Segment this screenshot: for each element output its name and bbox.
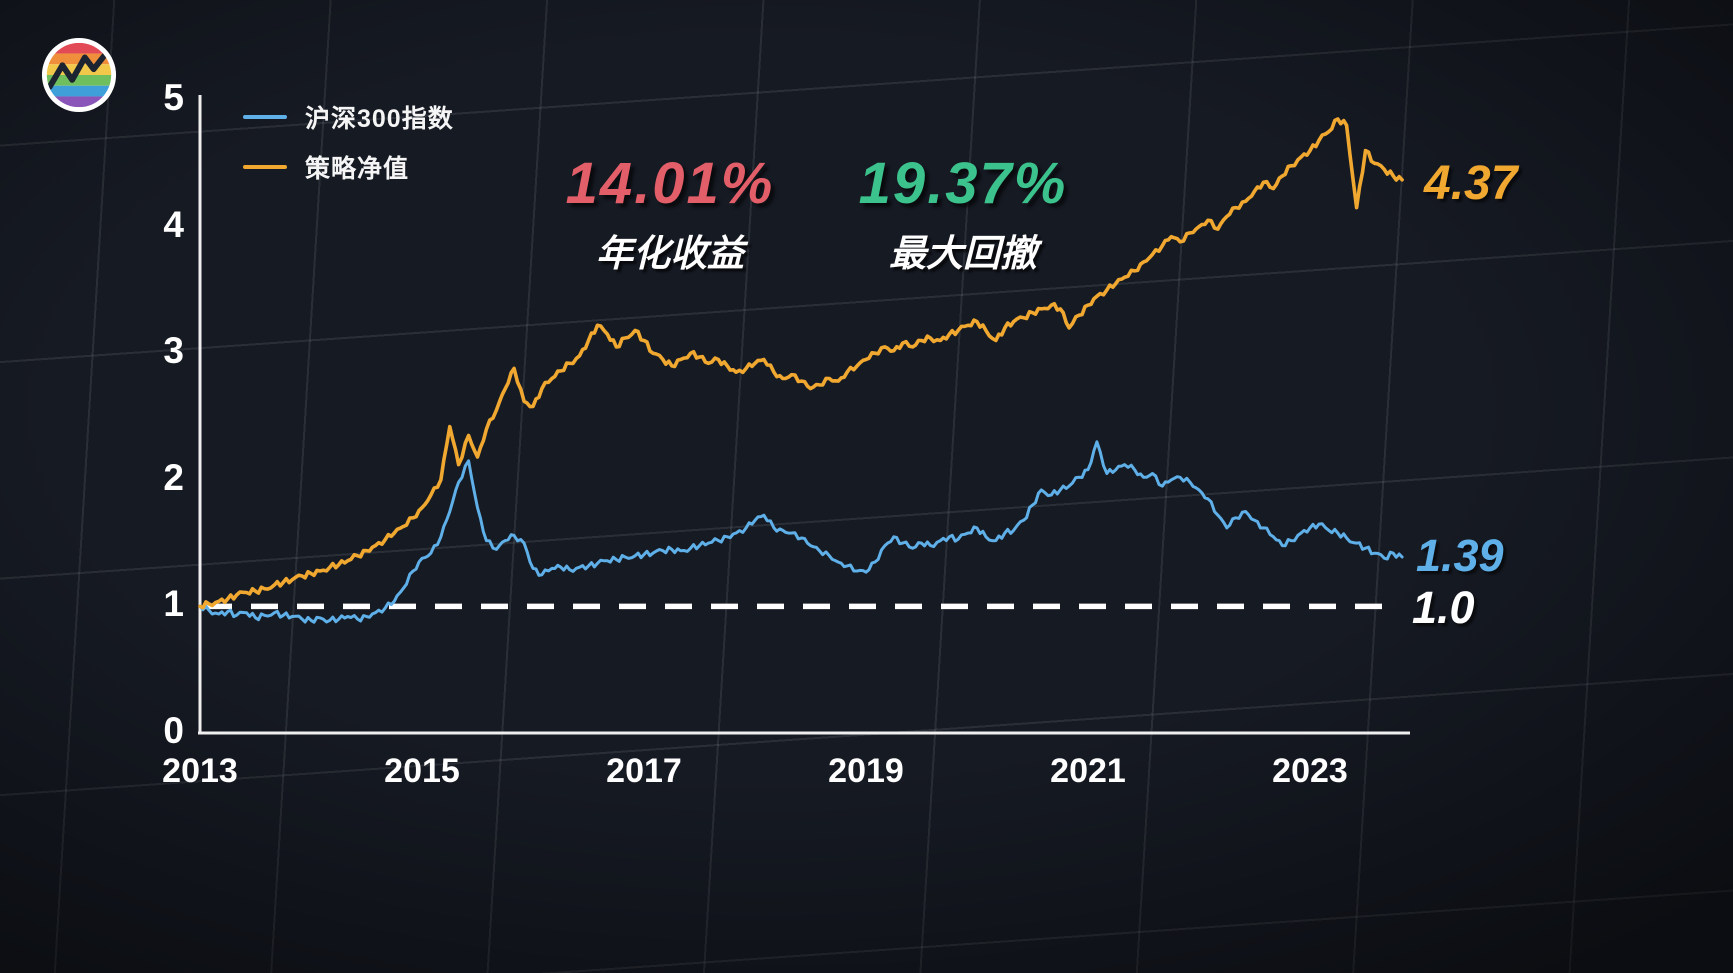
series-line-index	[198, 440, 1404, 624]
series-line-strategy	[198, 117, 1404, 610]
x-tick-label: 2013	[162, 752, 238, 790]
y-tick-label: 0	[163, 710, 184, 751]
chart-legend: 沪深300指数 策略净值	[243, 99, 454, 185]
y-tick-label: 4	[163, 203, 184, 245]
series-end-value-index: 1.39	[1416, 530, 1504, 581]
legend-swatch-index	[243, 115, 287, 119]
stat-max-drawdown: 19.37% 最大回撤	[818, 150, 1108, 277]
y-tick-label: 2	[163, 456, 184, 498]
y-tick-label: 1	[163, 583, 184, 625]
x-tick-label: 2019	[828, 752, 904, 790]
stat-annualized-return: 14.01% 年化收益	[525, 150, 815, 277]
x-tick-label: 2023	[1272, 752, 1348, 790]
stat-max-drawdown-label: 最大回撤	[889, 233, 1037, 274]
stat-max-drawdown-value: 19.37%	[858, 151, 1068, 216]
stat-annualized-return-label: 年化收益	[596, 233, 744, 274]
x-tick-label: 2015	[384, 752, 460, 790]
rainbow-line-chart-logo-icon	[41, 37, 117, 113]
stat-annualized-return-value: 14.01%	[565, 151, 775, 216]
y-tick-label: 3	[163, 330, 184, 372]
legend-label-index: 沪深300指数	[305, 105, 454, 133]
legend-swatch-strategy	[243, 165, 287, 169]
legend-label-strategy: 策略净值	[305, 155, 410, 183]
x-tick-label: 2017	[606, 752, 682, 790]
y-tick-label: 5	[163, 77, 184, 118]
legend-item-index: 沪深300指数	[243, 99, 454, 135]
x-tick-label: 2021	[1050, 752, 1126, 790]
legend-item-strategy: 策略净值	[243, 149, 454, 185]
series-end-value-strategy: 4.37	[1424, 157, 1518, 210]
baseline-value-label: 1.0	[1412, 582, 1475, 633]
